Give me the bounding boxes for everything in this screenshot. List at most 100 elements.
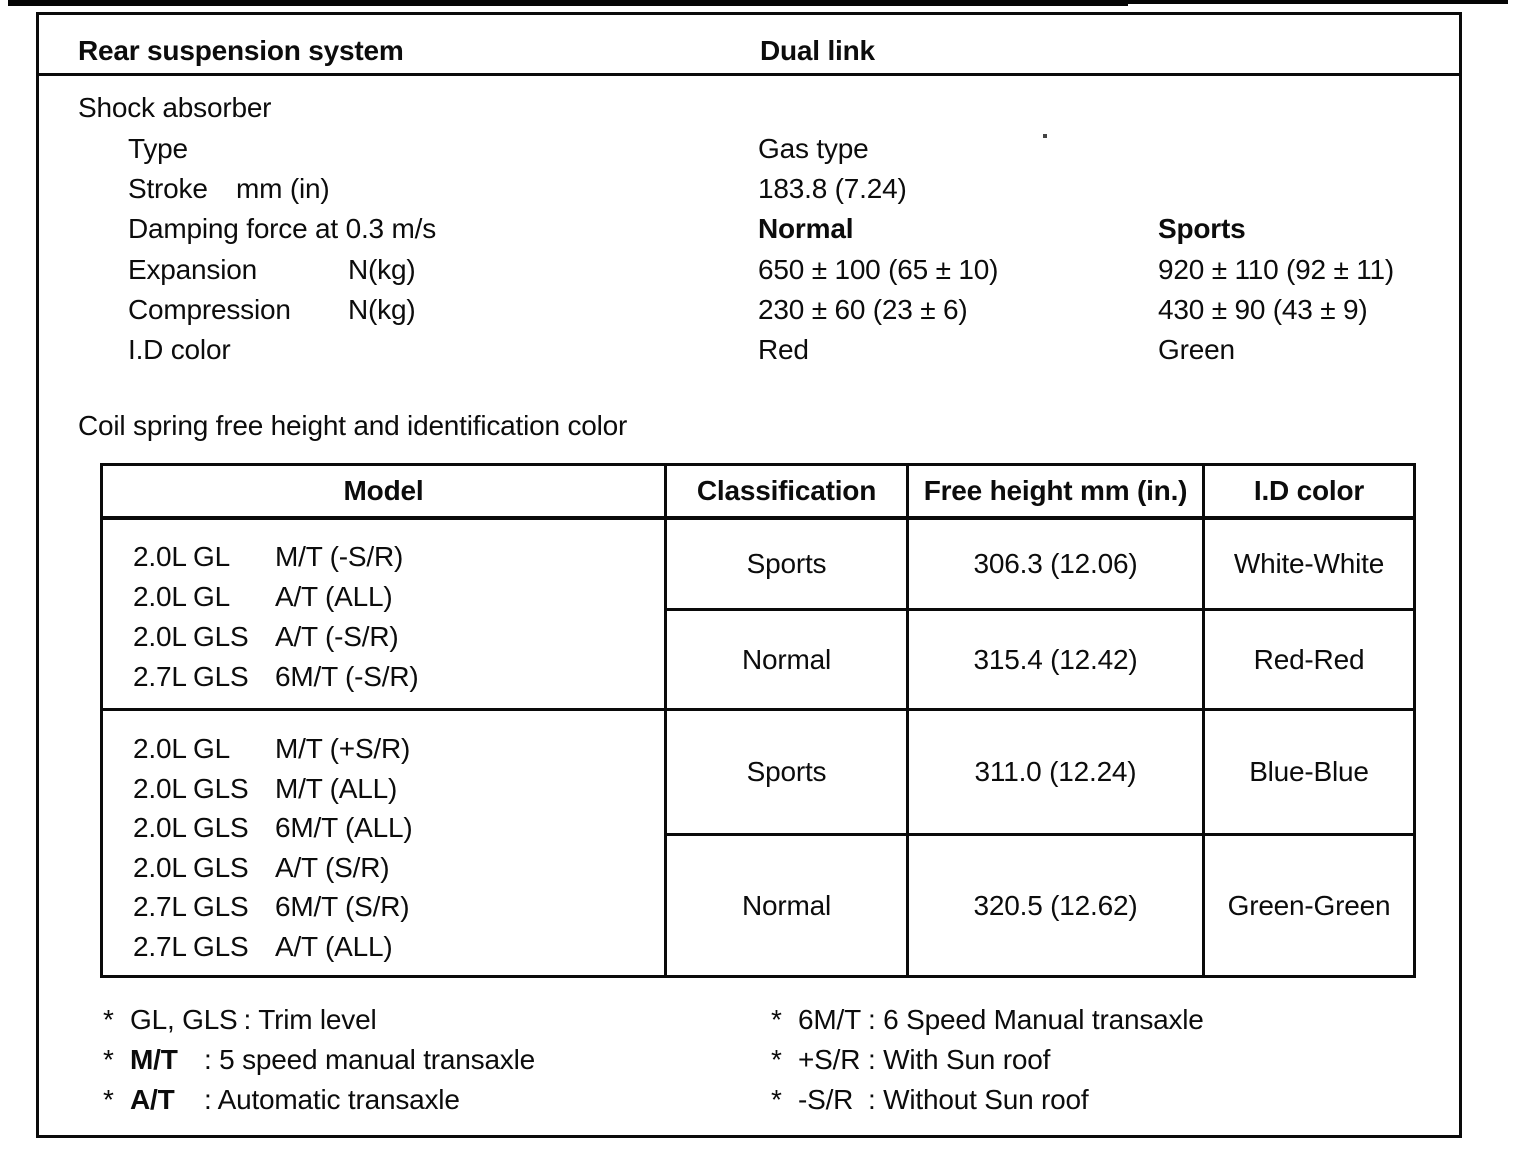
footnote-term: 6M/T xyxy=(798,1004,861,1035)
spec-value: Gas type xyxy=(758,133,869,164)
model-engine: 2.7L xyxy=(133,891,187,922)
spec-label: I.D color xyxy=(128,334,231,365)
free-height-cell: 315.4 (12.42) xyxy=(973,643,1138,675)
classification-cell: Sports xyxy=(746,548,827,579)
model-engine: 2.7L xyxy=(133,661,187,692)
footnote-item: * -S/R: Without Sun roof xyxy=(771,1082,1089,1118)
spec-value-sports: 430 ± 90 (43 ± 9) xyxy=(1158,294,1368,325)
model-line: 2.0L GLS M/T (ALL) xyxy=(103,771,664,807)
spec-label: Stroke xyxy=(128,173,208,204)
spec-label: Expansion xyxy=(128,254,257,285)
table-subdivider-2 xyxy=(664,833,1413,836)
model-line: 2.0L GL M/T (+S/R) xyxy=(103,731,664,767)
section-label-shock-absorber: Shock absorber xyxy=(78,92,272,123)
model-line: 2.0L GL M/T (-S/R) xyxy=(103,539,664,575)
spec-label: Compression xyxy=(128,294,291,325)
page-title: Rear suspension system xyxy=(78,35,404,66)
model-trim: GLS xyxy=(193,931,249,962)
footnote-definition: : 6 Speed Manual transaxle xyxy=(868,1004,1204,1035)
table-vline-2 xyxy=(906,466,909,975)
table-header-id-color: I.D color xyxy=(1253,475,1365,506)
table-vline-1 xyxy=(664,466,667,975)
footnote-definition: : Automatic transaxle xyxy=(204,1084,460,1115)
asterisk-marker: * xyxy=(771,1004,782,1035)
model-engine: 2.0L xyxy=(133,733,187,764)
model-transaxle: A/T (S/R) xyxy=(275,852,390,883)
spec-value-sports: 920 ± 110 (92 ± 11) xyxy=(1158,254,1395,285)
model-transaxle: A/T (ALL) xyxy=(275,581,393,612)
column-header-normal: Normal xyxy=(758,213,854,244)
id-color-cell: Red-Red xyxy=(1253,643,1365,675)
model-transaxle: M/T (ALL) xyxy=(275,773,398,804)
model-engine: 2.0L xyxy=(133,581,187,612)
spec-value-normal: Red xyxy=(758,334,809,365)
footnote-definition: : With Sun roof xyxy=(868,1044,1051,1075)
spec-value-normal: 230 ± 60 (23 ± 6) xyxy=(758,294,968,325)
model-trim: GLS xyxy=(193,852,249,883)
suspension-type-value: Dual link xyxy=(760,35,875,66)
footnote-term: M/T xyxy=(130,1044,178,1075)
footnote-item: * M/T : 5 speed manual transaxle xyxy=(103,1042,535,1078)
table-header-classification: Classification xyxy=(696,475,877,506)
classification-cell: Normal xyxy=(741,643,832,675)
footnote-definition: : Trim level xyxy=(243,1004,377,1035)
spec-row-compression: Compression N(kg) 230 ± 60 (23 ± 6) 430 … xyxy=(39,292,1459,328)
model-trim: GLS xyxy=(193,621,249,652)
footnote-term: A/T xyxy=(130,1084,175,1115)
footnote-item: * A/T: Automatic transaxle xyxy=(103,1082,460,1118)
footnote-term: GL, GLS xyxy=(130,1004,238,1035)
model-transaxle: A/T (-S/R) xyxy=(275,621,399,652)
column-header-sports: Sports xyxy=(1158,213,1246,244)
model-engine: 2.0L xyxy=(133,621,187,652)
model-trim: GLS xyxy=(193,891,249,922)
model-line: 2.0L GL A/T (ALL) xyxy=(103,579,664,615)
header-divider xyxy=(39,73,1459,76)
model-transaxle: M/T (+S/R) xyxy=(275,733,411,764)
footnote-definition: : Without Sun roof xyxy=(868,1084,1089,1115)
spec-sheet-box: Rear suspension system Dual link Shock a… xyxy=(36,12,1462,1138)
model-engine: 2.0L xyxy=(133,852,187,883)
spec-unit: N(kg) xyxy=(348,254,416,285)
free-height-cell: 311.0 (12.24) xyxy=(974,756,1137,787)
spec-row-expansion: Expansion N(kg) 650 ± 100 (65 ± 10) 920 … xyxy=(39,252,1459,288)
model-line: 2.7L GLS 6M/T (S/R) xyxy=(103,889,664,925)
classification-cell: Normal xyxy=(741,889,832,921)
model-line: 2.0L GLS A/T (-S/R) xyxy=(103,619,664,655)
asterisk-marker: * xyxy=(103,1044,114,1075)
model-engine: 2.0L xyxy=(133,773,187,804)
model-line: 2.0L GLS A/T (S/R) xyxy=(103,850,664,886)
id-color-cell: Green-Green xyxy=(1227,889,1391,921)
model-line: 2.7L GLS A/T (ALL) xyxy=(103,929,664,965)
footnote-item: * +S/R: With Sun roof xyxy=(771,1042,1050,1078)
scan-artifact-top-bar-heavy xyxy=(8,0,1128,6)
asterisk-marker: * xyxy=(103,1004,114,1035)
model-trim: GL xyxy=(193,733,230,764)
spec-value-sports: Green xyxy=(1158,334,1235,365)
model-group-2: 2.0L GL M/T (+S/R) 2.0L GLS M/T (ALL) 2.… xyxy=(103,711,664,975)
spec-value: 183.8 (7.24) xyxy=(758,173,907,204)
table-group-divider xyxy=(103,708,1413,711)
spec-unit: mm (in) xyxy=(236,173,330,204)
model-transaxle: 6M/T (-S/R) xyxy=(275,661,419,692)
spec-label: Type xyxy=(128,133,188,164)
model-line: 2.7L GLS 6M/T (-S/R) xyxy=(103,659,664,695)
spec-row-stroke: Stroke mm (in) 183.8 (7.24) xyxy=(39,171,1459,207)
footnote-item: * GL, GLS: Trim level xyxy=(103,1002,377,1038)
model-transaxle: A/T (ALL) xyxy=(275,931,393,962)
model-transaxle: 6M/T (ALL) xyxy=(275,812,413,843)
model-transaxle: 6M/T (S/R) xyxy=(275,891,410,922)
footnote-definition: : 5 speed manual transaxle xyxy=(204,1044,536,1075)
scan-artifact-dot xyxy=(1043,134,1047,138)
model-trim: GL xyxy=(193,581,230,612)
spec-row-type: Type Gas type xyxy=(39,131,1459,167)
coil-spring-table: Model Classification Free height mm (in.… xyxy=(100,463,1416,978)
table-subdivider-1 xyxy=(664,608,1413,611)
free-height-cell: 306.3 (12.06) xyxy=(973,548,1138,579)
model-engine: 2.7L xyxy=(133,931,187,962)
model-trim: GL xyxy=(193,541,230,572)
spec-label: Damping force at 0.3 m/s xyxy=(128,213,436,244)
spec-section-row: Shock absorber xyxy=(39,90,1459,126)
asterisk-marker: * xyxy=(771,1044,782,1075)
spec-unit: N(kg) xyxy=(348,294,416,325)
